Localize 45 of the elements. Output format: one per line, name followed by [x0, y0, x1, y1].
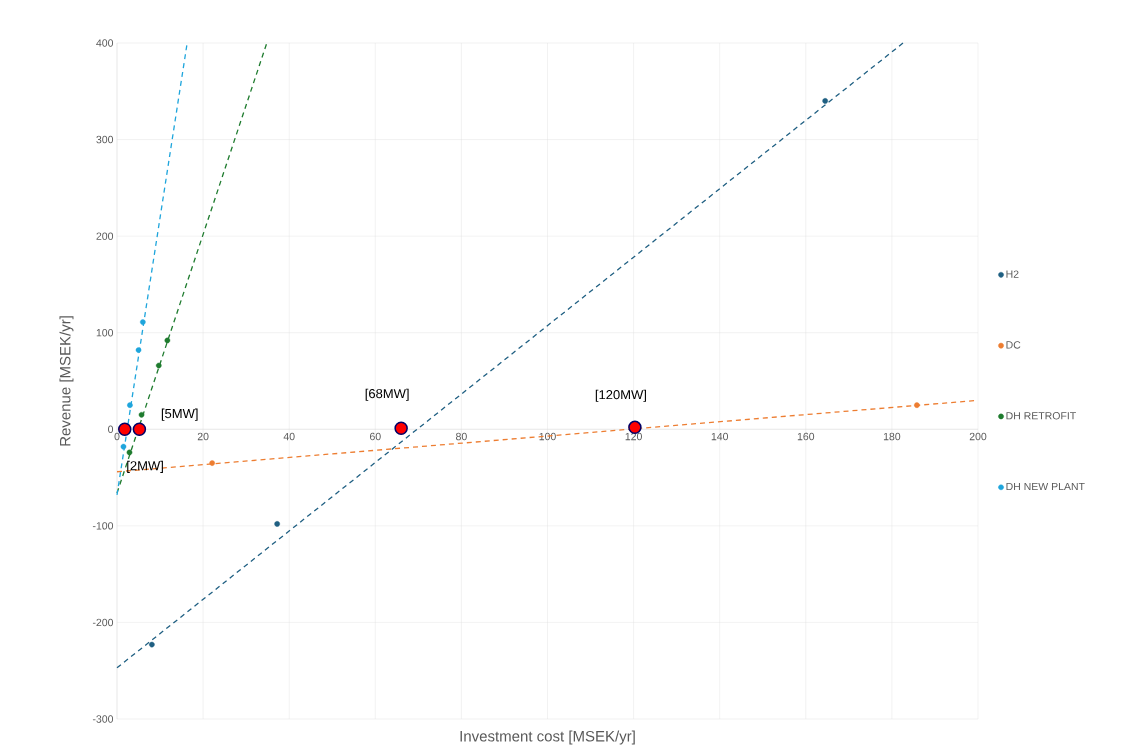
legend-label: DC: [1006, 341, 1021, 349]
x-tick-label: 180: [883, 432, 901, 441]
point: [118, 422, 132, 437]
annotation: [5MW]: [161, 408, 198, 421]
annotation: [120MW]: [595, 389, 646, 402]
point: [209, 460, 215, 466]
point: [822, 98, 828, 104]
point: [140, 319, 146, 325]
y-tick-label: -200: [92, 618, 114, 627]
x-tick-label: 160: [797, 432, 815, 441]
annotation: [2MW]: [127, 460, 163, 473]
point: [135, 347, 142, 353]
point: [132, 422, 147, 437]
legend-label: DH NEW PLANT: [1006, 482, 1085, 491]
x-tick-label: 200: [969, 432, 987, 441]
y-tick-label: 200: [96, 232, 114, 240]
point: [274, 521, 280, 527]
y-tick-label: 400: [96, 39, 114, 47]
point: [149, 641, 155, 648]
x-tick-label: 40: [283, 432, 295, 441]
x-tick-label: 140: [711, 432, 729, 441]
y-axis-title: Revenue [MSEK/yr]: [59, 316, 74, 446]
point: [127, 402, 133, 408]
annotation: [68MW]: [365, 388, 409, 401]
x-tick-label: 60: [370, 432, 381, 441]
y-tick-label: 300: [96, 135, 114, 144]
point: [126, 449, 133, 456]
y-tick-label: -300: [92, 715, 114, 723]
x-axis-title: Investment cost [MSEK/yr]: [460, 730, 635, 745]
x-tick-label: 80: [456, 432, 467, 441]
y-tick-label: 100: [96, 328, 114, 337]
point: [138, 411, 145, 418]
y-tick-label: -100: [92, 522, 114, 530]
legend-label: DH RETROFIT: [1006, 412, 1076, 420]
x-tick-label: 120: [625, 432, 642, 441]
point: [394, 421, 408, 436]
y-tick-label: 0: [108, 425, 114, 433]
point: [164, 337, 171, 344]
point: [120, 443, 127, 450]
x-tick-label: 20: [197, 432, 209, 441]
legend-label: H2: [1006, 270, 1019, 278]
point: [914, 402, 920, 408]
x-tick-label: 0: [114, 432, 120, 441]
x-tick-label: 100: [539, 432, 556, 441]
point: [155, 362, 162, 369]
